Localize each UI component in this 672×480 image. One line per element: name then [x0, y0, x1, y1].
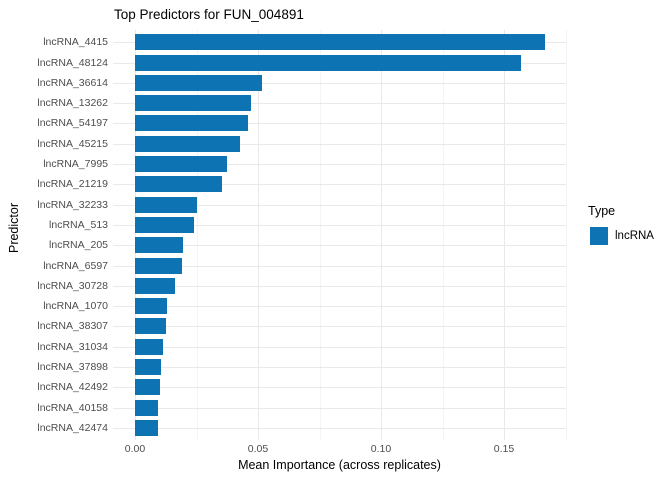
y-tick-label: lncRNA_45215: [37, 137, 108, 150]
y-tick-label: lncRNA_37898: [37, 361, 108, 373]
y-tick-label: lncRNA_32233: [37, 198, 108, 211]
gridline-horizontal: [113, 224, 566, 226]
legend-title: Type: [588, 204, 616, 218]
gridline-horizontal: [113, 367, 566, 368]
bar: [135, 95, 251, 112]
y-tick-label: lncRNA_205: [49, 239, 108, 252]
x-tick-label: 0.00: [124, 443, 146, 455]
y-tick-label: lncRNA_6597: [43, 259, 108, 272]
gridline-horizontal: [113, 82, 566, 84]
y-tick-label: lncRNA_21219: [37, 178, 108, 191]
gridline-horizontal: [113, 285, 566, 287]
bar: [135, 359, 162, 375]
gridline-horizontal: [113, 427, 566, 429]
gridline-horizontal: [113, 407, 566, 409]
gridline-vertical-minor: [442, 30, 444, 440]
gridline-horizontal: [113, 306, 566, 308]
y-axis-labels: lncRNA_4415 lncRNA_48124 lncRNA_36614 lncRN…: [0, 30, 108, 440]
legend-label: lncRNA: [615, 230, 654, 242]
y-tick-label: lncRNA_31034: [37, 340, 108, 353]
bar: [135, 176, 223, 193]
y-tick-label: lncRNA_1070: [43, 300, 108, 313]
y-tick-label: lncRNA_4415: [43, 36, 108, 49]
bar: [135, 379, 161, 396]
bar: [135, 156, 227, 172]
y-tick-label: lncRNA_30728: [37, 279, 108, 292]
bar: [135, 399, 159, 416]
legend-swatch-icon: [590, 227, 608, 245]
legend: Type lncRNA: [588, 204, 654, 245]
plot-panel: [113, 30, 567, 440]
gridline-horizontal: [113, 184, 566, 186]
y-tick-label: lncRNA_38307: [37, 320, 108, 333]
gridline-vertical-major: [258, 30, 259, 440]
y-tick-label: lncRNA_42474: [37, 421, 108, 434]
gridline-vertical-minor: [196, 30, 198, 440]
y-tick-label: lncRNA_513: [49, 218, 108, 231]
gridline-horizontal: [113, 103, 566, 105]
gridline-vertical-minor: [319, 30, 321, 440]
bar: [135, 115, 249, 132]
gridline-horizontal: [113, 387, 566, 389]
gridline-horizontal: [113, 245, 566, 247]
y-tick-label: lncRNA_13262: [37, 97, 108, 110]
x-tick-label: 0.10: [370, 443, 392, 455]
bar: [135, 74, 262, 91]
y-tick-label: lncRNA_54197: [37, 117, 108, 130]
bar: [135, 277, 176, 294]
gridline-vertical-minor: [565, 30, 567, 440]
y-tick-label: lncRNA_7995: [43, 158, 108, 170]
gridline-horizontal: [113, 123, 566, 125]
bar: [135, 54, 521, 71]
y-tick-label: lncRNA_48124: [37, 56, 108, 69]
bar: [135, 34, 546, 51]
legend-item: lncRNA: [588, 227, 654, 245]
bar: [135, 196, 198, 213]
bar: [135, 237, 183, 254]
bar: [135, 298, 167, 315]
bar: [135, 135, 240, 152]
bar: [135, 318, 166, 335]
gridline-horizontal: [113, 143, 566, 145]
gridline-horizontal: [113, 164, 566, 165]
bar: [135, 216, 195, 233]
y-tick-label: lncRNA_42492: [37, 381, 108, 394]
gridline-horizontal: [113, 326, 566, 328]
gridline-vertical-major: [504, 30, 505, 440]
gridline-horizontal: [113, 346, 566, 348]
gridline-vertical-major: [381, 30, 382, 440]
bar: [135, 257, 182, 274]
x-tick-label: 0.15: [493, 443, 515, 455]
gridline-vertical-major: [135, 30, 136, 440]
y-tick-label: lncRNA_36614: [37, 76, 108, 89]
gridline-horizontal: [113, 204, 566, 206]
x-tick-label: 0.05: [247, 443, 269, 455]
bar: [135, 338, 164, 355]
chart-title: Top Predictors for FUN_004891: [114, 7, 304, 22]
gridline-horizontal: [113, 265, 566, 267]
x-axis-title: Mean Importance (across replicates): [238, 458, 441, 472]
bar: [135, 419, 158, 436]
y-tick-label: lncRNA_40158: [37, 401, 108, 414]
